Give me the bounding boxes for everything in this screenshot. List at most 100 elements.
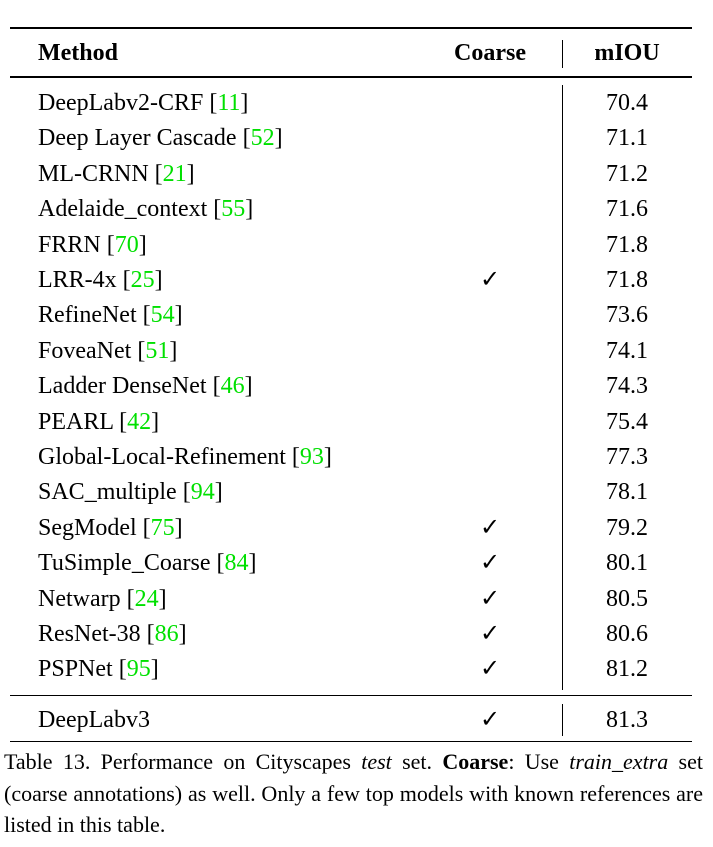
coarse-check: ✓ bbox=[479, 267, 501, 293]
method-cell: ResNet-38 86 bbox=[38, 619, 187, 649]
citation: 11 bbox=[209, 90, 248, 116]
citation-number: 24 bbox=[134, 585, 159, 612]
caption-segment: test bbox=[361, 749, 392, 774]
column-divider bbox=[562, 85, 563, 690]
citation: 94 bbox=[183, 479, 223, 505]
method-cell: SAC_multiple 94 bbox=[38, 477, 223, 507]
top-rule bbox=[10, 27, 692, 29]
caption-segment: set. bbox=[391, 749, 443, 774]
method-name: RefineNet bbox=[38, 302, 137, 329]
method-name: PSPNet bbox=[38, 656, 113, 683]
miou-value: 73.6 bbox=[606, 302, 648, 329]
bottom-rule bbox=[10, 741, 692, 742]
citation-number: 11 bbox=[217, 90, 241, 116]
miou-value: 74.1 bbox=[606, 337, 648, 364]
citation: 24 bbox=[127, 586, 167, 612]
method-name: Global-Local-Refinement bbox=[38, 444, 286, 470]
caption-segment: train_extra bbox=[569, 749, 669, 774]
citation: 75 bbox=[143, 515, 183, 541]
citation: 42 bbox=[119, 409, 159, 435]
method-cell: Ladder DenseNet 46 bbox=[38, 371, 253, 401]
citation: 21 bbox=[155, 161, 195, 187]
method-cell: Global-Local-Refinement 93 bbox=[38, 442, 332, 472]
citation: 55 bbox=[213, 196, 253, 222]
method-name: DeepLabv2-CRF bbox=[38, 90, 204, 116]
citation: 86 bbox=[147, 621, 187, 647]
citation-number: 25 bbox=[130, 267, 155, 293]
coarse-check: ✓ bbox=[479, 656, 501, 683]
method-name: PEARL bbox=[38, 408, 114, 435]
method-name: FRRN bbox=[38, 231, 101, 258]
coarse-check: ✓ bbox=[479, 621, 501, 647]
method-name: TuSimple_Coarse bbox=[38, 550, 211, 577]
citation: 54 bbox=[143, 302, 183, 328]
method-cell: SegModel 75 bbox=[38, 513, 183, 543]
miou-value: 71.8 bbox=[606, 267, 648, 293]
coarse-check: ✓ bbox=[479, 707, 501, 733]
method-cell: PSPNet 95 bbox=[38, 654, 159, 684]
miou-value: 71.1 bbox=[606, 125, 648, 152]
method-name: FoveaNet bbox=[38, 337, 132, 364]
caption-segment: Table 13. Performance on Cityscapes bbox=[4, 749, 362, 774]
citation: 46 bbox=[213, 373, 253, 399]
method-cell: DeepLabv3 bbox=[38, 705, 150, 735]
header-coarse: Coarse bbox=[454, 40, 526, 66]
miou-value: 70.4 bbox=[606, 90, 648, 116]
citation: 84 bbox=[216, 550, 256, 576]
miou-value: 71.2 bbox=[606, 160, 648, 187]
miou-value: 78.1 bbox=[606, 479, 648, 506]
method-name: Netwarp bbox=[38, 585, 121, 612]
caption-segment: set (coarse annotations) as well. Only a… bbox=[4, 749, 703, 837]
method-name: ResNet-38 bbox=[38, 621, 141, 647]
method-name: LRR-4x bbox=[38, 267, 117, 293]
miou-value: 80.5 bbox=[606, 585, 648, 612]
mid-rule bbox=[10, 695, 692, 696]
citation: 51 bbox=[137, 338, 177, 364]
method-cell: Adelaide_context 55 bbox=[38, 194, 253, 224]
miou-value: 81.2 bbox=[606, 656, 648, 683]
method-cell: TuSimple_Coarse 84 bbox=[38, 548, 256, 578]
method-cell: PEARL 42 bbox=[38, 407, 159, 437]
header-method: Method bbox=[38, 40, 118, 66]
citation-number: 84 bbox=[224, 550, 249, 577]
citation: 25 bbox=[123, 267, 163, 293]
method-cell: RefineNet 54 bbox=[38, 300, 183, 330]
column-divider bbox=[562, 40, 563, 68]
miou-value: 71.6 bbox=[606, 196, 648, 223]
miou-value: 74.3 bbox=[606, 373, 648, 400]
citation-number: 54 bbox=[150, 302, 175, 329]
caption: Table 13. Performance on Cityscapes test… bbox=[4, 746, 703, 841]
citation: 52 bbox=[243, 125, 283, 151]
coarse-check: ✓ bbox=[479, 585, 501, 612]
miou-value: 77.3 bbox=[606, 444, 648, 470]
coarse-check: ✓ bbox=[479, 550, 501, 577]
citation-number: 94 bbox=[190, 479, 215, 506]
method-name: SegModel bbox=[38, 514, 137, 541]
citation-number: 51 bbox=[145, 337, 170, 364]
caption-segment: : Use bbox=[508, 749, 570, 774]
citation: 70 bbox=[107, 232, 147, 258]
citation-number: 21 bbox=[162, 160, 187, 187]
method-cell: Deep Layer Cascade 52 bbox=[38, 123, 283, 153]
citation-number: 42 bbox=[127, 408, 152, 435]
method-name: DeepLabv3 bbox=[38, 707, 150, 733]
citation-number: 70 bbox=[114, 231, 139, 258]
coarse-check: ✓ bbox=[479, 514, 501, 541]
header-rule bbox=[10, 76, 692, 78]
header-miou: mIOU bbox=[594, 40, 660, 66]
method-name: Ladder DenseNet bbox=[38, 373, 207, 400]
citation: 93 bbox=[292, 444, 332, 470]
citation-number: 52 bbox=[250, 125, 275, 152]
citation-number: 86 bbox=[154, 621, 179, 647]
method-cell: LRR-4x 25 bbox=[38, 265, 163, 295]
method-cell: Netwarp 24 bbox=[38, 584, 167, 614]
method-name: Adelaide_context bbox=[38, 196, 208, 223]
method-name: ML-CRNN bbox=[38, 160, 149, 187]
method-cell: DeepLabv2-CRF 11 bbox=[38, 88, 248, 118]
citation-number: 55 bbox=[221, 196, 246, 223]
caption-segment: Coarse bbox=[442, 749, 509, 774]
miou-value: 81.3 bbox=[606, 707, 648, 733]
citation-number: 95 bbox=[126, 656, 151, 683]
column-divider bbox=[562, 704, 563, 736]
